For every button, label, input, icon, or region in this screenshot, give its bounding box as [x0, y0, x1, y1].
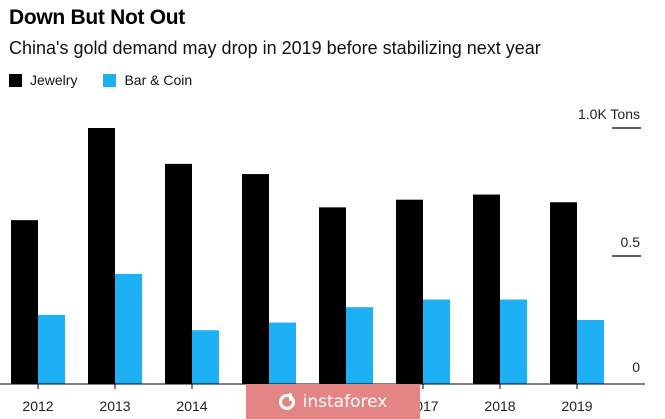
bar-jewelry [165, 163, 192, 384]
bar-bar-coin [269, 322, 296, 384]
y-tick-label: 0 [632, 359, 640, 375]
legend-label-bar-coin: Bar & Coin [124, 72, 193, 88]
legend: Jewelry Bar & Coin [9, 72, 218, 88]
legend-label-jewelry: Jewelry [30, 72, 78, 88]
bar-jewelry [319, 207, 346, 384]
x-tick-label: 2019 [561, 398, 592, 414]
legend-item-jewelry: Jewelry [9, 72, 77, 88]
x-tick-label: 2013 [99, 398, 130, 414]
bar-bar-coin [346, 307, 373, 384]
legend-item-bar-coin: Bar & Coin [103, 72, 192, 88]
bar-bar-coin [115, 273, 142, 384]
y-tick-label: 1.0K Tons [578, 106, 640, 122]
legend-swatch-jewelry [9, 73, 22, 87]
bar-bar-coin [577, 320, 604, 384]
legend-swatch-bar-coin [103, 73, 117, 87]
bar-bar-coin [500, 299, 527, 384]
chart-subtitle: China's gold demand may drop in 2019 bef… [9, 38, 541, 58]
bar-bar-coin [38, 314, 65, 384]
bar-jewelry [473, 194, 500, 384]
watermark: instaforex [246, 384, 420, 419]
bar-jewelry [550, 202, 577, 384]
bar-bar-coin [192, 330, 219, 384]
x-tick-label: 2012 [22, 398, 53, 414]
bar-jewelry [242, 174, 269, 384]
bar-jewelry [88, 128, 115, 384]
bar-jewelry [396, 199, 423, 384]
instaforex-logo-icon [278, 392, 295, 410]
chart-title: Down But Not Out [9, 6, 185, 29]
bar-bar-coin [423, 299, 450, 384]
y-tick-label: 0.5 [621, 234, 641, 250]
x-tick-label: 2018 [484, 398, 515, 414]
bar-jewelry [11, 220, 38, 384]
watermark-text: instaforex [302, 391, 388, 412]
x-tick-label: 2014 [176, 398, 207, 414]
